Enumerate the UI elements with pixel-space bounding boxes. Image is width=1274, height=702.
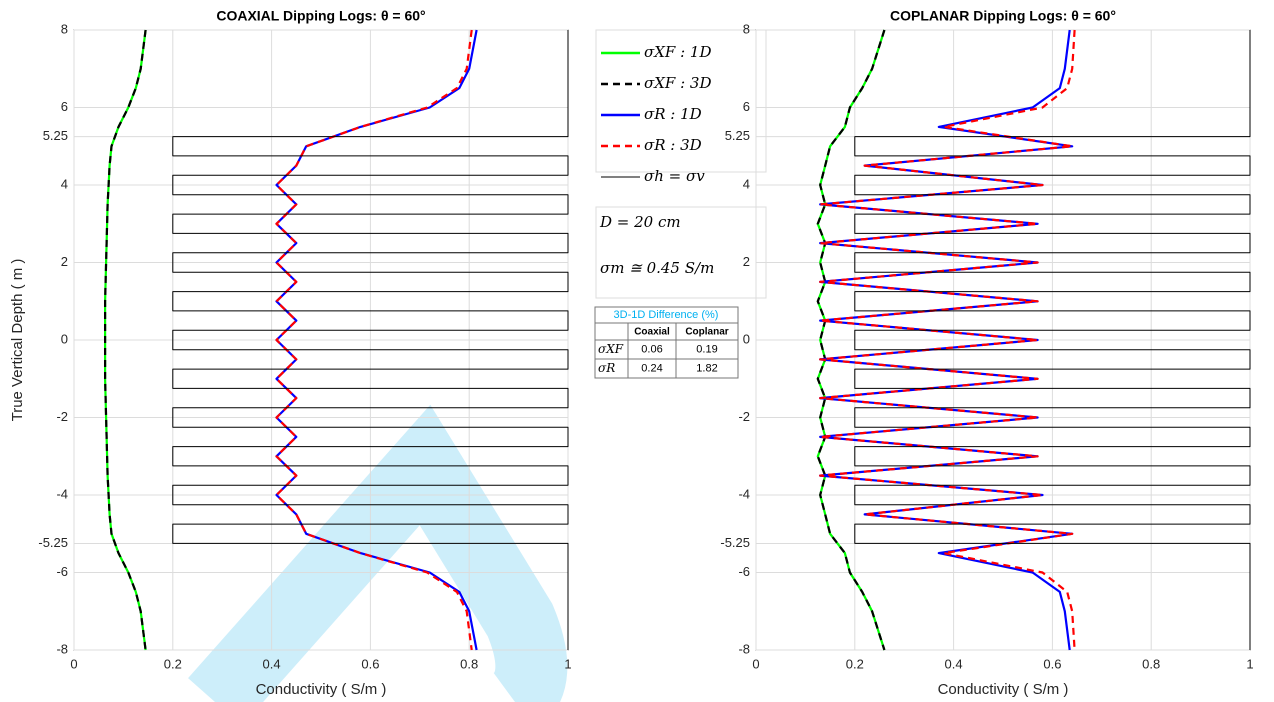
y-axis-label: True Vertical Depth ( m ) <box>9 259 26 422</box>
series-line <box>172 30 569 650</box>
annotation: D = 20 cm <box>599 213 681 231</box>
y-tick-label: -2 <box>738 409 750 424</box>
y-tick-label: -8 <box>56 641 68 656</box>
table-cell: 1.82 <box>696 362 717 374</box>
table-title: 3D-1D Difference (%) <box>614 309 719 321</box>
y-tick-label: 5.25 <box>725 128 750 143</box>
legend-label: σR : 3D <box>644 136 702 154</box>
x-tick-label: 0.8 <box>460 656 478 671</box>
table-cell: 0.06 <box>641 343 662 355</box>
series-line <box>854 30 1251 650</box>
legend-label: σh = σv <box>644 167 705 185</box>
chart-title: COPLANAR Dipping Logs: θ = 60° <box>890 8 1116 24</box>
y-tick-label: -8 <box>738 641 750 656</box>
x-tick-label: 0.6 <box>1043 656 1061 671</box>
y-tick-label: 4 <box>61 176 68 191</box>
x-tick-label: 0 <box>70 656 77 671</box>
chart-title: COAXIAL Dipping Logs: θ = 60° <box>216 8 425 24</box>
x-tick-label: 0.8 <box>1142 656 1160 671</box>
series-line <box>819 29 1076 651</box>
y-tick-label: -6 <box>738 564 750 579</box>
y-tick-label: 8 <box>743 21 750 36</box>
y-tick-label: -2 <box>56 409 68 424</box>
series-line <box>275 29 473 651</box>
y-tick-label: 6 <box>61 99 68 114</box>
y-tick-label: 8 <box>61 21 68 36</box>
table-row-label: σXF <box>598 342 624 356</box>
table-cell: 0.19 <box>696 343 717 355</box>
y-tick-label: 6 <box>743 99 750 114</box>
y-tick-label: 0 <box>61 331 68 346</box>
table-border <box>594 306 739 379</box>
annotation-box <box>595 206 767 299</box>
x-tick-label: 0.4 <box>263 656 281 671</box>
x-tick-label: 0.2 <box>846 656 864 671</box>
y-tick-label: -4 <box>56 486 68 501</box>
x-tick-label: 0.6 <box>361 656 379 671</box>
series-line <box>104 29 147 651</box>
table-header: Coplanar <box>685 327 728 338</box>
y-tick-label: -5.25 <box>720 535 750 550</box>
y-tick-label: -6 <box>56 564 68 579</box>
table-row-label: σR <box>598 361 615 375</box>
y-tick-label: 2 <box>743 254 750 269</box>
table-cell: 0.24 <box>641 362 662 374</box>
x-tick-label: 0 <box>752 656 759 671</box>
x-axis-label: Conductivity ( S/m ) <box>938 681 1069 698</box>
series-line <box>816 29 886 651</box>
x-tick-label: 0.2 <box>164 656 182 671</box>
x-tick-label: 1 <box>564 656 571 671</box>
annotation: σm ≅ 0.45 S/m <box>600 259 714 277</box>
legend-label: σXF : 1D <box>644 43 712 61</box>
legend-label: σXF : 3D <box>644 74 712 92</box>
y-tick-label: 5.25 <box>43 128 68 143</box>
x-axis-label: Conductivity ( S/m ) <box>256 681 387 698</box>
y-tick-label: -4 <box>738 486 750 501</box>
table-header: Coaxial <box>634 327 670 338</box>
x-tick-label: 1 <box>1246 656 1253 671</box>
y-tick-label: 4 <box>743 176 750 191</box>
x-tick-label: 0.4 <box>945 656 963 671</box>
y-tick-label: 0 <box>743 331 750 346</box>
legend-label: σR : 1D <box>644 105 702 123</box>
y-tick-label: -5.25 <box>38 535 68 550</box>
watermark <box>188 404 568 702</box>
y-tick-label: 2 <box>61 254 68 269</box>
